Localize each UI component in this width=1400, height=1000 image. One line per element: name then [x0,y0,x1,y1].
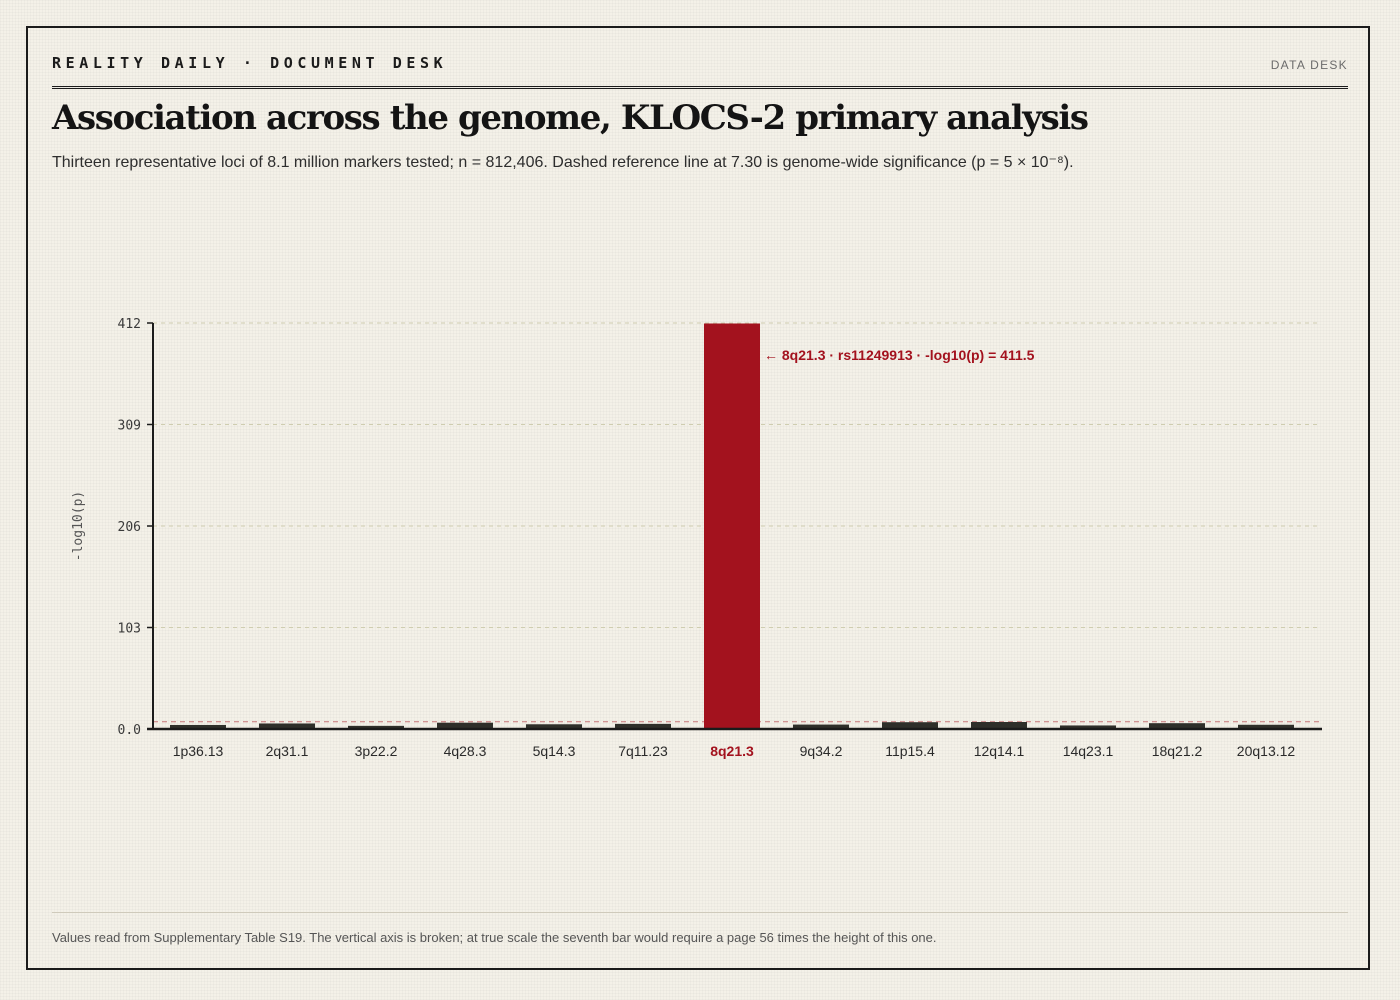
bar [971,722,1027,729]
x-tick-label: 2q31.1 [266,743,309,759]
desk-label: DATA DESK [1270,58,1348,72]
bar [348,725,404,729]
x-tick-label: 12q14.1 [974,743,1025,759]
x-tick-label: 11p15.4 [885,743,935,759]
y-tick-label: 412 [118,317,141,332]
bar [526,724,582,729]
bar [793,724,849,729]
y-axis-label: -log10(p) [71,491,86,561]
x-tick-label: 1p36.13 [173,743,224,759]
bar [882,722,938,729]
bar [437,722,493,729]
y-tick-label: 103 [118,622,141,637]
bar [1149,723,1205,729]
x-tick-label: 5q14.3 [533,743,576,759]
x-tick-label: 3p22.2 [355,743,398,759]
y-tick-label: 206 [118,520,141,535]
publication-kicker: REALITY DAILY · DOCUMENT DESK [52,54,448,72]
bar [259,723,315,729]
bar-annotation: ← 8q21.3 · rs11249913 · -log10(p) = 411.… [764,347,1035,363]
page-frame [26,26,1370,970]
x-tick-label: 7q11.23 [618,743,668,759]
x-tick-label: 20q13.12 [1237,743,1296,759]
chart-title: Association across the genome, KLOCS-2 p… [52,98,1089,138]
x-tick-label: 18q21.2 [1152,743,1203,759]
x-tick-label: 14q23.1 [1063,743,1114,759]
x-tick-label: 4q28.3 [444,743,487,759]
footer-rule [52,912,1348,913]
bar [704,323,760,729]
bar [1060,725,1116,729]
chart-subtitle: Thirteen representative loci of 8.1 mill… [52,154,1074,171]
footnote: Values read from Supplementary Table S19… [52,930,937,945]
y-tick-label: 309 [118,419,141,434]
y-tick-label: 0.0 [118,723,141,738]
bar [615,723,671,729]
bar [170,724,226,729]
x-tick-label: 9q34.2 [800,743,843,759]
masthead: REALITY DAILY · DOCUMENT DESK DATA DESK [52,52,1348,89]
bar [1238,724,1294,729]
x-tick-label: 8q21.3 [710,743,754,759]
